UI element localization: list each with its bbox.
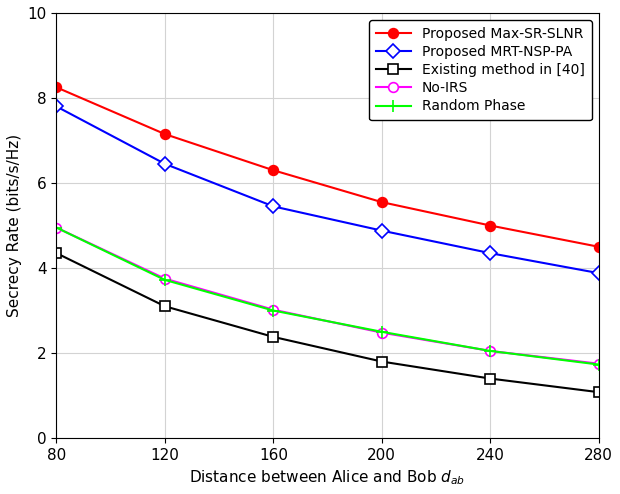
Random Phase	[378, 329, 386, 335]
No-IRS	[161, 276, 169, 282]
Proposed Max-SR-SLNR	[595, 244, 603, 250]
Existing method in [40]	[378, 359, 386, 365]
No-IRS	[595, 361, 603, 367]
Existing method in [40]	[595, 389, 603, 395]
Line: Proposed Max-SR-SLNR: Proposed Max-SR-SLNR	[51, 82, 603, 251]
Proposed MRT-NSP-PA	[378, 228, 386, 234]
Random Phase	[53, 225, 60, 231]
Random Phase	[270, 308, 277, 314]
Line: No-IRS: No-IRS	[51, 223, 603, 369]
Proposed MRT-NSP-PA	[595, 270, 603, 276]
Existing method in [40]	[487, 375, 494, 381]
Legend: Proposed Max-SR-SLNR, Proposed MRT-NSP-PA, Existing method in [40], No-IRS, Rand: Proposed Max-SR-SLNR, Proposed MRT-NSP-P…	[369, 20, 591, 121]
Line: Random Phase: Random Phase	[50, 221, 605, 371]
Proposed Max-SR-SLNR	[270, 167, 277, 173]
Existing method in [40]	[53, 250, 60, 256]
No-IRS	[270, 307, 277, 313]
Line: Proposed MRT-NSP-PA: Proposed MRT-NSP-PA	[51, 102, 603, 278]
Proposed MRT-NSP-PA	[53, 104, 60, 110]
Proposed MRT-NSP-PA	[161, 161, 169, 167]
Proposed Max-SR-SLNR	[161, 131, 169, 137]
X-axis label: Distance between Alice and Bob $d_{ab}$: Distance between Alice and Bob $d_{ab}$	[190, 468, 466, 487]
Proposed Max-SR-SLNR	[53, 84, 60, 90]
Proposed Max-SR-SLNR	[487, 223, 494, 229]
Existing method in [40]	[270, 334, 277, 340]
Proposed MRT-NSP-PA	[487, 250, 494, 256]
No-IRS	[487, 348, 494, 354]
Random Phase	[487, 348, 494, 354]
Existing method in [40]	[161, 303, 169, 309]
No-IRS	[53, 225, 60, 231]
Line: Existing method in [40]: Existing method in [40]	[51, 248, 603, 397]
Proposed MRT-NSP-PA	[270, 204, 277, 209]
Proposed Max-SR-SLNR	[378, 199, 386, 205]
Y-axis label: Secrecy Rate (bits/s/Hz): Secrecy Rate (bits/s/Hz)	[7, 134, 22, 317]
No-IRS	[378, 329, 386, 335]
Random Phase	[595, 362, 603, 368]
Random Phase	[161, 277, 169, 283]
